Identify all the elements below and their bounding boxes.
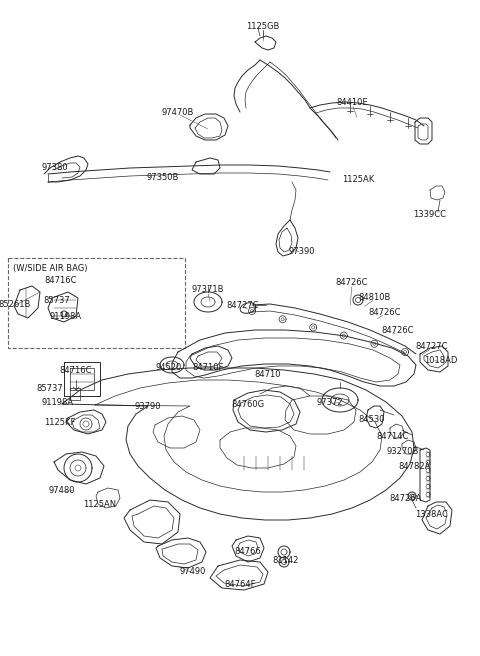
Text: 97390: 97390 (289, 247, 315, 256)
Text: 91198A: 91198A (50, 312, 82, 321)
Text: 84766: 84766 (235, 547, 262, 556)
Text: 93790: 93790 (135, 402, 161, 411)
Text: 84727C: 84727C (416, 342, 448, 351)
Text: 84782A: 84782A (399, 462, 431, 471)
Text: 84726C: 84726C (369, 308, 401, 317)
Text: 97371B: 97371B (192, 285, 224, 294)
Text: 85737: 85737 (44, 296, 71, 305)
Text: 1018AD: 1018AD (424, 356, 458, 365)
Text: 97480: 97480 (49, 486, 75, 495)
Text: 85737: 85737 (36, 384, 63, 393)
Text: 97350B: 97350B (147, 173, 179, 182)
Text: 85261B: 85261B (0, 300, 31, 309)
Text: 84716C: 84716C (45, 276, 77, 285)
Text: 84410E: 84410E (336, 98, 368, 107)
Text: 84726C: 84726C (336, 278, 368, 287)
Text: 1125AN: 1125AN (84, 500, 117, 509)
Text: 84764F: 84764F (224, 580, 256, 589)
Text: 84710: 84710 (255, 370, 281, 379)
Text: 84727C: 84727C (227, 301, 259, 310)
Text: 1125KF: 1125KF (44, 418, 76, 427)
Text: 84760G: 84760G (231, 400, 264, 409)
Text: 97470B: 97470B (162, 108, 194, 117)
Text: 84726A: 84726A (390, 494, 422, 503)
Text: 84710F: 84710F (192, 363, 224, 372)
Text: 1125GB: 1125GB (246, 22, 280, 31)
Text: 97372: 97372 (317, 398, 343, 407)
Text: 1338AC: 1338AC (416, 510, 448, 519)
Text: 84726C: 84726C (382, 326, 414, 335)
Text: 84714C: 84714C (377, 432, 409, 441)
Text: 93270B: 93270B (387, 447, 419, 456)
Text: 84716C: 84716C (60, 366, 92, 375)
Text: 84810B: 84810B (359, 293, 391, 302)
Text: (W/SIDE AIR BAG): (W/SIDE AIR BAG) (13, 264, 87, 273)
Text: 94520: 94520 (156, 363, 182, 372)
Text: 1339CC: 1339CC (413, 210, 446, 219)
Text: 91198A: 91198A (42, 398, 74, 407)
Text: 97490: 97490 (180, 567, 206, 576)
Text: 97380: 97380 (42, 163, 68, 172)
Text: 1125AK: 1125AK (342, 175, 374, 184)
Text: 81142: 81142 (273, 556, 299, 565)
Text: 84530: 84530 (359, 415, 385, 424)
Bar (8, 258, 185, 348)
